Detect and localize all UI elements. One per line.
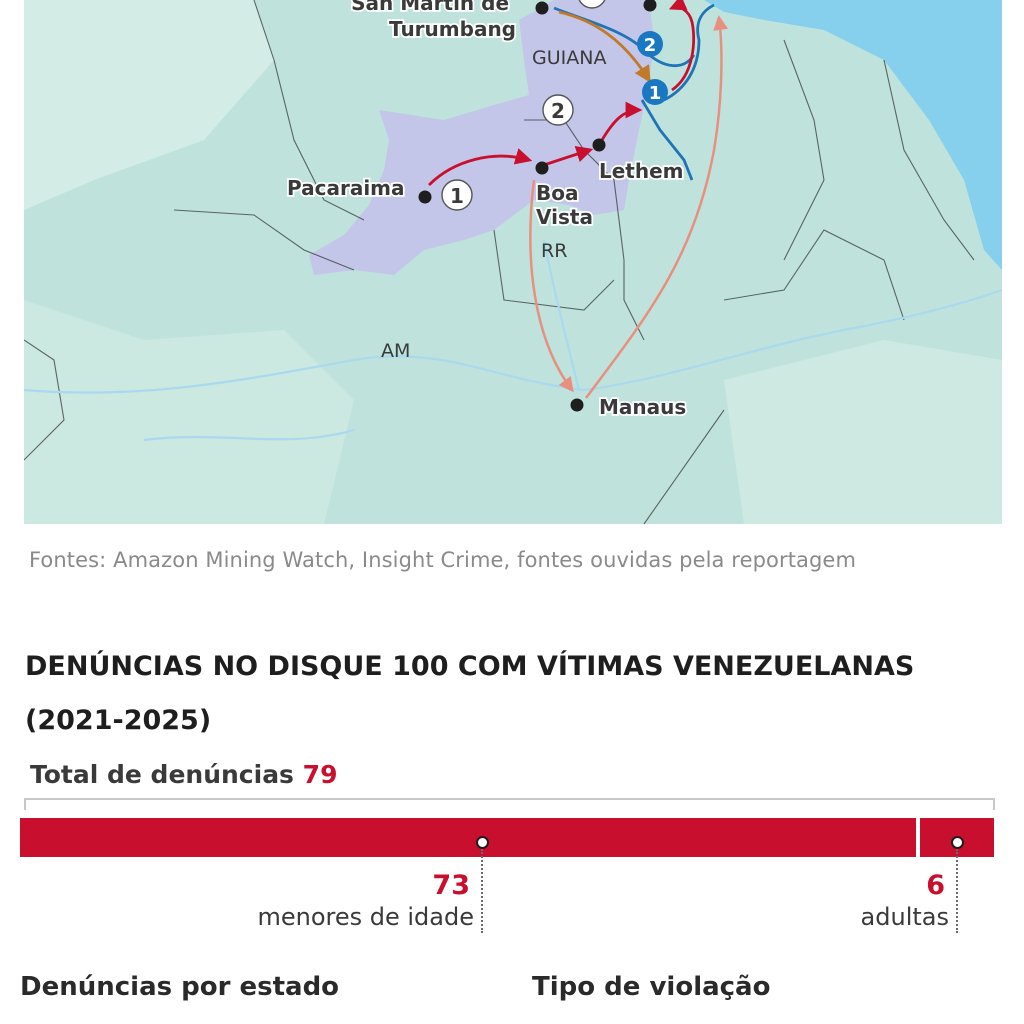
label-san-martin-line2: Turumbang (389, 17, 516, 41)
route-badge-1-blue: 1 (642, 79, 668, 105)
ocean (704, 0, 1002, 270)
route-map: 1 2 2 1 San Martin de Turumbang Pacaraim… (24, 0, 1002, 524)
chart-title: DENÚNCIAS NO DISQUE 100 COM VÍTIMAS VENE… (25, 651, 915, 736)
label-boa-vista: Boa Vista (536, 181, 593, 229)
label-guiana: GUIANA (532, 47, 606, 69)
bar-marker-0 (476, 836, 489, 849)
bar-label-1: adultas (860, 903, 949, 931)
total-label-text: Total de denúncias (30, 760, 294, 789)
label-lethem: Lethem (599, 159, 684, 183)
total-bracket (24, 798, 995, 810)
svg-text:1: 1 (649, 83, 662, 104)
bar-value-0: 73 (432, 870, 470, 901)
bar-label-0: menores de idade (257, 903, 474, 931)
bar-leader-0 (481, 849, 483, 933)
relief-patch (24, 0, 274, 210)
svg-text:2: 2 (644, 35, 657, 56)
route-north-coast (668, 0, 696, 92)
section-by-state: Denúncias por estado (20, 972, 340, 1002)
route-badge-2-white: 2 (542, 94, 574, 126)
label-manaus: Manaus (599, 395, 686, 419)
city-dot-north (643, 0, 657, 12)
label-san-martin: San Martin de Turumbang (351, 0, 516, 41)
rivers (24, 239, 1002, 442)
bar-segment-0 (20, 818, 917, 857)
label-rr: RR (541, 240, 567, 262)
relief-patch (24, 300, 354, 524)
label-san-martin-line1: San Martin de (351, 0, 509, 15)
bar-leader-1 (956, 849, 958, 933)
highlight-region (309, 0, 654, 275)
bar-value-1: 6 (926, 870, 945, 901)
svg-text:2: 2 (551, 99, 565, 123)
route-pacaraima-boavista (428, 148, 533, 186)
city-dot-pacaraima (418, 190, 432, 204)
route-orange (558, 10, 651, 83)
route-manaus-north (584, 15, 729, 399)
label-boa-vista-line1: Boa (536, 181, 578, 205)
city-dot-lethem (592, 138, 606, 152)
section-violation-type: Tipo de violação (532, 972, 771, 1002)
total-label: Total de denúncias 79 (30, 760, 337, 789)
route-badge-1-white: 1 (441, 179, 473, 211)
relief-patch (724, 340, 1002, 524)
total-value: 79 (302, 760, 338, 789)
bar-marker-1 (951, 836, 964, 849)
route-boavista-lethem (543, 145, 594, 167)
label-am: AM (381, 340, 410, 362)
route-badge-partial (578, 0, 606, 9)
route-lethem-north (600, 101, 643, 141)
label-pacaraima: Pacaraima (287, 176, 405, 200)
svg-text:1: 1 (450, 184, 464, 208)
source-note: Fontes: Amazon Mining Watch, Insight Cri… (29, 548, 857, 572)
city-dot-boa-vista (535, 161, 549, 175)
label-boa-vista-line2: Vista (536, 205, 593, 229)
route-badge-2-blue: 2 (637, 31, 663, 57)
city-dot-manaus (570, 398, 584, 412)
route-boavista-manaus (529, 179, 574, 393)
city-dot-san-martin (535, 1, 549, 15)
